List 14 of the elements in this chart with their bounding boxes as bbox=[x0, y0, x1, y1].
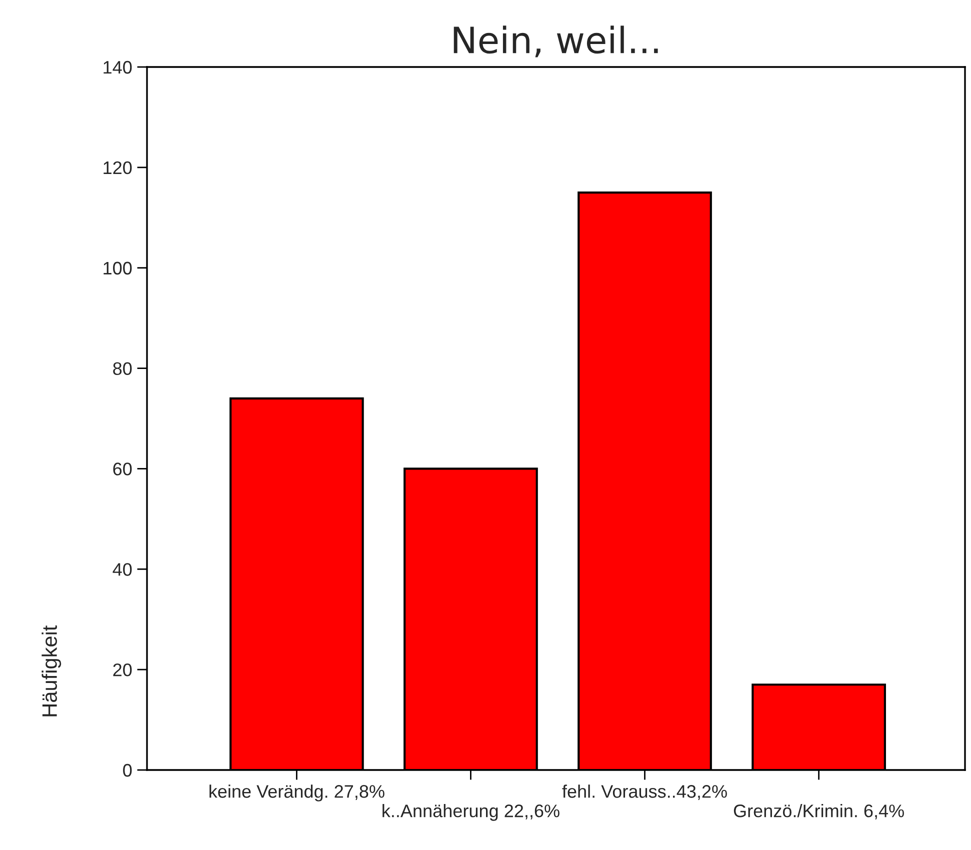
y-axis-title: Häufigkeit bbox=[42, 625, 62, 716]
chart-title: Nein, weil... bbox=[454, 26, 658, 58]
y-tick-label: 60 bbox=[113, 462, 132, 476]
x-tick-label: keine Verändg. 27,8% bbox=[210, 784, 384, 802]
x-tick-label: fehl. Vorauss..43,2% bbox=[562, 784, 727, 800]
y-tick-label: 140 bbox=[104, 60, 132, 74]
y-tick-label: 0 bbox=[123, 764, 132, 777]
y-tick-label: 120 bbox=[104, 161, 132, 174]
x-tick-label: k..Annäherung 22,,6% bbox=[382, 804, 560, 821]
y-tick-label: 80 bbox=[113, 362, 132, 376]
y-tick-label: 20 bbox=[113, 664, 132, 676]
x-tick-label: Grenzö./Krimin. 6,4% bbox=[734, 804, 904, 820]
y-tick-label: 40 bbox=[112, 563, 132, 576]
y-tick-label: 100 bbox=[104, 262, 132, 275]
